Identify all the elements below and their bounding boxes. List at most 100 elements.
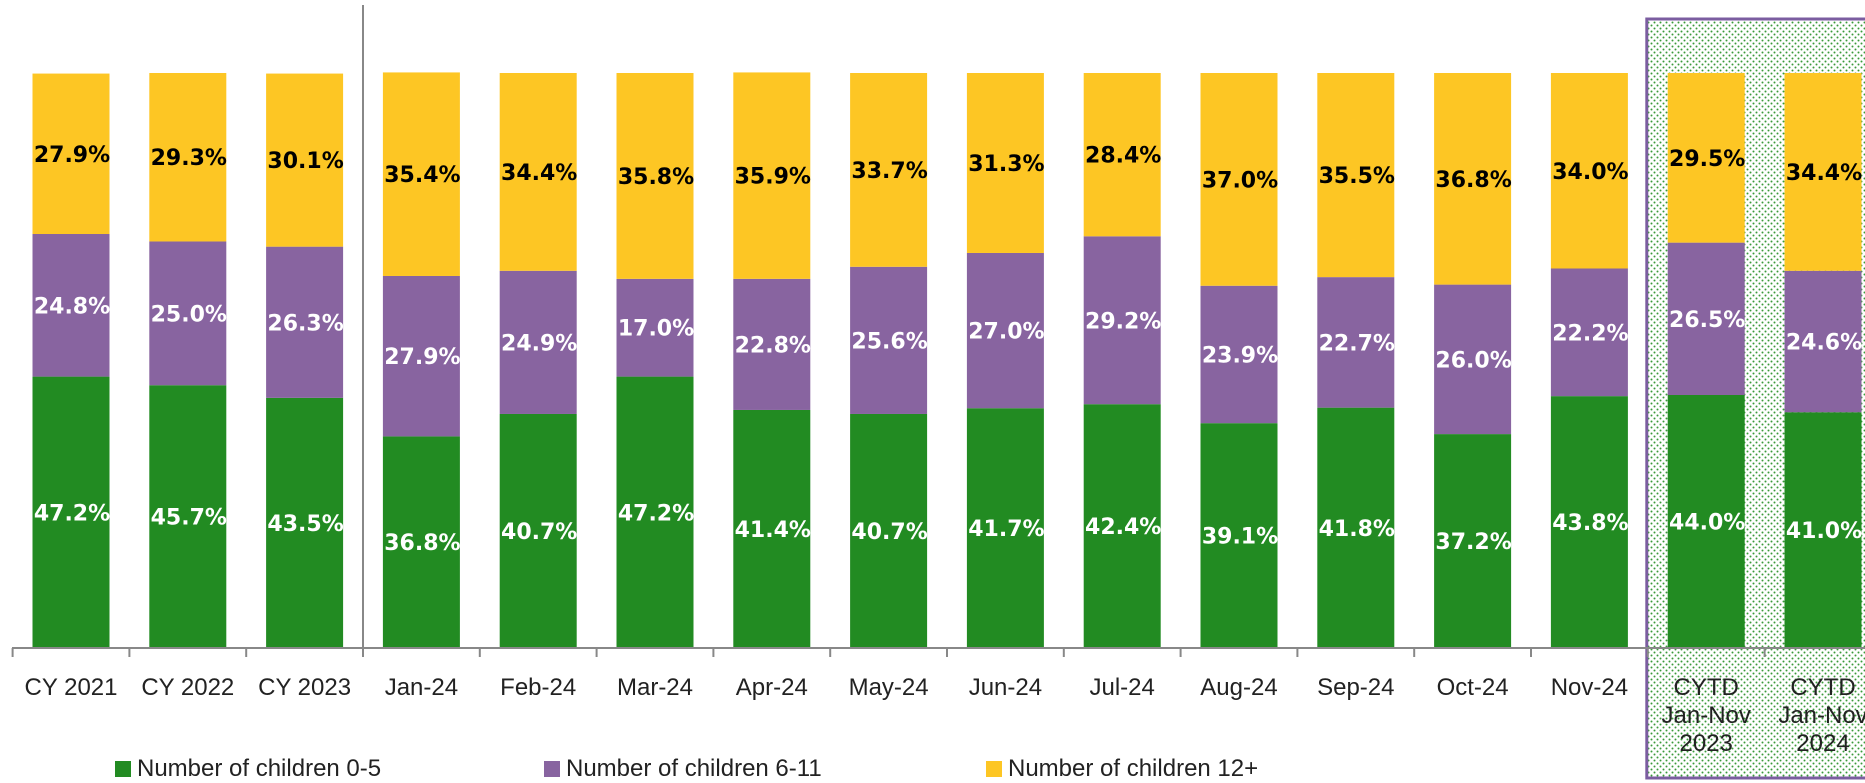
data-label-aug-24-series-2: 23.9% <box>1202 343 1278 368</box>
bar-cytd-jan-nov-2024-series-2 <box>1784 270 1862 413</box>
x-tick-label-feb-24: Feb-24 <box>500 674 576 701</box>
data-label-may-24-series-2: 25.6% <box>851 329 927 354</box>
bar-aug-24-series-2 <box>1200 285 1278 424</box>
x-tick-label-jul-24: Jul-24 <box>1090 674 1155 701</box>
bar-sep-24-series-1 <box>1317 407 1395 648</box>
bar-nov-24-series-3 <box>1550 73 1628 269</box>
x-tick-label-cy-2022: CY 2022 <box>141 674 234 701</box>
data-label-nov-24-series-1: 43.8% <box>1552 511 1628 536</box>
bar-aug-24-series-1 <box>1200 423 1278 648</box>
bar-sep-24-series-3 <box>1317 73 1395 278</box>
bar-oct-24-series-3 <box>1434 73 1512 285</box>
data-label-mar-24-series-2: 17.0% <box>618 317 694 342</box>
data-label-jul-24-series-2: 29.2% <box>1085 309 1161 334</box>
legend-swatch <box>115 761 131 777</box>
bar-jul-24-series-1 <box>1083 404 1161 648</box>
bar-jun-24-series-2 <box>966 252 1044 409</box>
data-label-jul-24-series-1: 42.4% <box>1085 515 1161 540</box>
data-label-feb-24-series-1: 40.7% <box>501 520 577 545</box>
bar-sep-24-series-2 <box>1317 277 1395 408</box>
bar-may-24-series-3 <box>850 73 928 267</box>
bar-feb-24-series-1 <box>499 413 577 648</box>
legend-item-number-of-children-0-5: Number of children 0-5 <box>115 755 382 782</box>
data-label-jun-24-series-1: 41.7% <box>968 517 1044 542</box>
x-tick-label-jan-24: Jan-24 <box>385 674 458 701</box>
legend-label: Number of children 6-11 <box>566 755 822 782</box>
bar-jan-24-series-1 <box>382 436 460 648</box>
bar-cy-2023-series-2 <box>266 246 344 398</box>
bar-cy-2022-series-2 <box>149 241 227 386</box>
bar-aug-24-series-3 <box>1200 73 1278 286</box>
x-tick-label-apr-24: Apr-24 <box>736 674 808 701</box>
x-axis: CY 2021 CY 2022 CY 2023 Jan-24 Feb-24 Mar-24 A… <box>11 5 1865 757</box>
bar-cytd-jan-nov-2023-series-1 <box>1667 395 1745 648</box>
data-label-jan-24-series-3: 35.4% <box>384 163 460 188</box>
bar-apr-24-series-2 <box>733 278 811 410</box>
data-label-oct-24-series-2: 26.0% <box>1435 348 1511 373</box>
legend-item-number-of-children-6-11: Number of children 6-11 <box>544 755 822 782</box>
data-label-may-24-series-1: 40.7% <box>851 520 927 545</box>
bar-jun-24-series-1 <box>966 408 1044 648</box>
x-tick-label-cytd-jan-nov-2023: CYTD Jan-Nov 2023 <box>1662 674 1751 757</box>
data-label-jan-24-series-2: 27.9% <box>384 345 460 370</box>
bar-feb-24-series-3 <box>499 73 577 271</box>
data-label-aug-24-series-3: 37.0% <box>1202 168 1278 193</box>
legend-label: Number of children 0-5 <box>137 755 382 782</box>
data-label-cy-2022-series-1: 45.7% <box>151 506 227 531</box>
data-label-cy-2021-series-2: 24.8% <box>34 294 110 319</box>
bar-mar-24-series-3 <box>616 73 694 279</box>
x-tick-label-cy-2021: CY 2021 <box>25 674 118 701</box>
data-label-cytd-jan-nov-2024-series-3: 34.4% <box>1786 161 1862 186</box>
bar-cy-2023-series-3 <box>266 73 344 247</box>
data-label-cy-2023-series-3: 30.1% <box>267 149 343 174</box>
bar-cy-2022-series-3 <box>149 73 227 242</box>
bar-jul-24-series-3 <box>1083 73 1161 237</box>
bar-feb-24-series-2 <box>499 270 577 414</box>
bar-jan-24-series-2 <box>382 275 460 437</box>
data-label-cy-2022-series-3: 29.3% <box>151 146 227 171</box>
data-label-cytd-jan-nov-2023-series-1: 44.0% <box>1669 511 1745 536</box>
bar-nov-24-series-1 <box>1550 396 1628 648</box>
x-tick-label-sep-24: Sep-24 <box>1317 674 1394 701</box>
data-label-aug-24-series-1: 39.1% <box>1202 525 1278 550</box>
bar-cy-2021-series-3 <box>32 73 110 234</box>
bar-mar-24-series-2 <box>616 278 694 377</box>
x-tick-label-may-24: May-24 <box>849 674 929 701</box>
bar-cytd-jan-nov-2023-series-3 <box>1667 73 1745 243</box>
bar-oct-24-series-1 <box>1434 434 1512 648</box>
data-label-apr-24-series-3: 35.9% <box>735 165 811 190</box>
data-label-sep-24-series-3: 35.5% <box>1319 164 1395 189</box>
data-label-cytd-jan-nov-2024-series-2: 24.6% <box>1786 331 1862 356</box>
data-label-apr-24-series-1: 41.4% <box>735 518 811 543</box>
data-label-cytd-jan-nov-2023-series-2: 26.5% <box>1669 308 1745 333</box>
data-label-oct-24-series-3: 36.8% <box>1435 168 1511 193</box>
data-label-jun-24-series-3: 31.3% <box>968 152 1044 177</box>
data-label-oct-24-series-1: 37.2% <box>1435 530 1511 555</box>
data-label-sep-24-series-2: 22.7% <box>1319 331 1395 356</box>
bar-cy-2023-series-1 <box>266 397 344 648</box>
x-tick-label-cy-2023: CY 2023 <box>258 674 351 701</box>
x-tick-label-nov-24: Nov-24 <box>1551 674 1628 701</box>
x-tick-label-mar-24: Mar-24 <box>617 674 693 701</box>
data-label-cy-2023-series-1: 43.5% <box>267 512 343 537</box>
bar-may-24-series-2 <box>850 266 928 414</box>
bar-mar-24-series-1 <box>616 376 694 648</box>
data-label-cy-2022-series-2: 25.0% <box>151 302 227 327</box>
bar-may-24-series-1 <box>850 413 928 648</box>
data-label-mar-24-series-1: 47.2% <box>618 501 694 526</box>
data-label-sep-24-series-1: 41.8% <box>1319 517 1395 542</box>
bar-cytd-jan-nov-2024-series-3 <box>1784 73 1862 271</box>
bar-cytd-jan-nov-2024-series-1 <box>1784 412 1862 648</box>
legend-label: Number of children 12+ <box>1008 755 1259 782</box>
data-label-jul-24-series-3: 28.4% <box>1085 144 1161 169</box>
bars: 47.2% 24.8% 27.9% 45.7% 25.0% 29.3% 43.5% 26.3%… <box>32 72 1862 648</box>
bar-jul-24-series-2 <box>1083 236 1161 405</box>
bar-cy-2021-series-1 <box>32 376 110 648</box>
data-label-cytd-jan-nov-2024-series-1: 41.0% <box>1786 519 1862 544</box>
bar-nov-24-series-2 <box>1550 268 1628 397</box>
data-label-cytd-jan-nov-2023-series-3: 29.5% <box>1669 147 1745 172</box>
data-label-may-24-series-3: 33.7% <box>851 159 927 184</box>
bar-apr-24-series-1 <box>733 409 811 648</box>
data-label-nov-24-series-2: 22.2% <box>1552 321 1628 346</box>
